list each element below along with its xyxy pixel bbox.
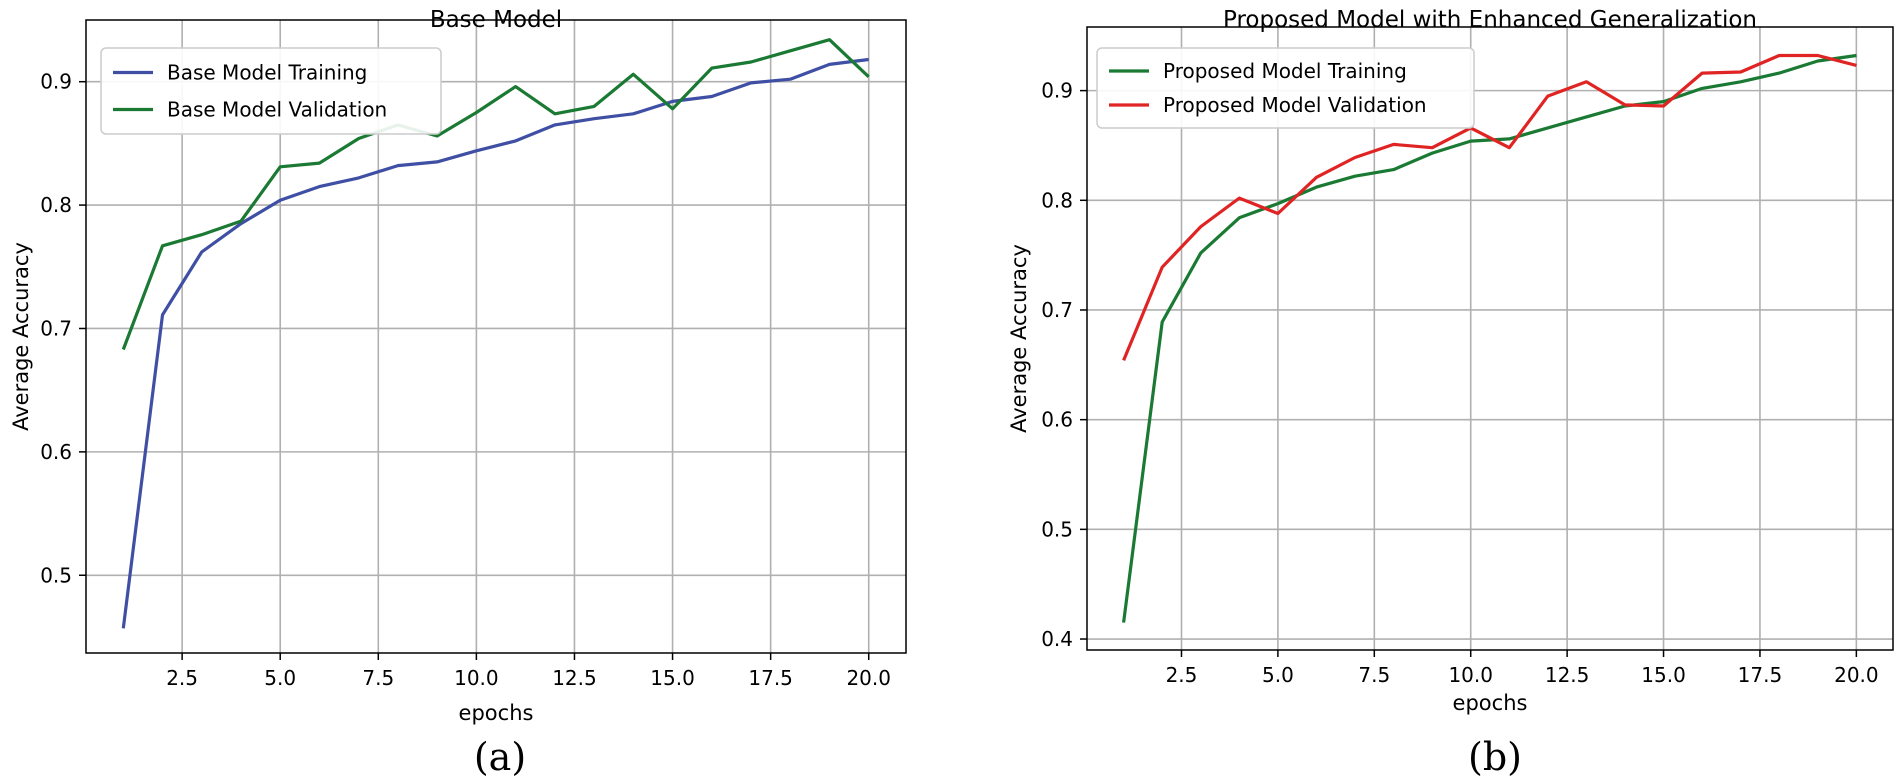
x-tick-label: 5.0 [264, 666, 296, 690]
legend-label: Proposed Model Validation [1163, 93, 1427, 117]
x-axis-label: epochs [459, 701, 534, 725]
legend: Base Model Training Base Model Validation [100, 47, 442, 135]
legend-label: Proposed Model Training [1163, 59, 1407, 83]
legend-label: Base Model Validation [167, 98, 387, 122]
panel-b-proposed-model: 2.5 5.0 7.5 10.0 12.5 15.0 17.5 20.0 0.4 0.5 0.6 0.… [1007, 7, 1894, 779]
y-tick-label: 0.5 [40, 563, 72, 587]
x-axis-label: epochs [1453, 691, 1528, 715]
legend-label: Base Model Training [167, 61, 367, 85]
y-axis-label: Average Accuracy [1007, 244, 1031, 433]
y-axis-label: Average Accuracy [9, 242, 33, 431]
x-tick-label: 7.5 [362, 666, 394, 690]
panel-caption: (a) [474, 735, 526, 779]
y-tick-label: 0.4 [1041, 627, 1073, 651]
chart-title: Proposed Model with Enhanced Generalizat… [1223, 7, 1757, 33]
legend: Proposed Model Training Proposed Model Va… [1096, 47, 1475, 129]
x-tick-label: 2.5 [166, 666, 198, 690]
y-tick-label: 0.6 [40, 440, 72, 464]
panel-caption: (b) [1468, 735, 1522, 779]
plot-frame [85, 19, 907, 654]
x-tick-label: 17.5 [1738, 663, 1783, 687]
x-tick-label: 20.0 [1834, 663, 1879, 687]
legend-box [1096, 47, 1475, 129]
series-line-1 [1122, 53, 1857, 623]
series-line-1 [121, 57, 869, 629]
x-tick-label: 15.0 [1641, 663, 1686, 687]
x-tick-label: 7.5 [1358, 663, 1390, 687]
x-tick-label: 2.5 [1166, 663, 1198, 687]
y-tick-label: 0.6 [1041, 408, 1073, 432]
x-tick-label: 10.0 [454, 666, 499, 690]
x-tick-label: 20.0 [846, 666, 891, 690]
y-tick-label: 0.5 [1041, 517, 1073, 541]
y-tick-label: 0.9 [40, 70, 72, 94]
x-tick-label: 12.5 [1545, 663, 1590, 687]
legend-box [100, 47, 442, 135]
x-tick-label: 12.5 [552, 666, 597, 690]
x-tick-label: 10.0 [1448, 663, 1493, 687]
y-tick-label: 0.7 [1041, 298, 1073, 322]
series-line-2 [121, 38, 870, 351]
x-tick-label: 17.5 [748, 666, 793, 690]
y-tick-label: 0.8 [40, 193, 72, 217]
x-tick-label: 15.0 [650, 666, 695, 690]
y-tick-label: 0.9 [1041, 79, 1073, 103]
plot-frame [1086, 26, 1894, 651]
y-tick-label: 0.8 [1041, 188, 1073, 212]
panel-a-base-model: 2.5 5.0 7.5 10.0 12.5 15.0 17.5 20.0 0.5 0.6 0.7 0.… [9, 7, 907, 779]
x-tick-label: 5.0 [1262, 663, 1294, 687]
series-line-2 [1122, 53, 1857, 362]
chart-title: Base Model [430, 7, 562, 33]
y-tick-label: 0.7 [40, 316, 72, 340]
